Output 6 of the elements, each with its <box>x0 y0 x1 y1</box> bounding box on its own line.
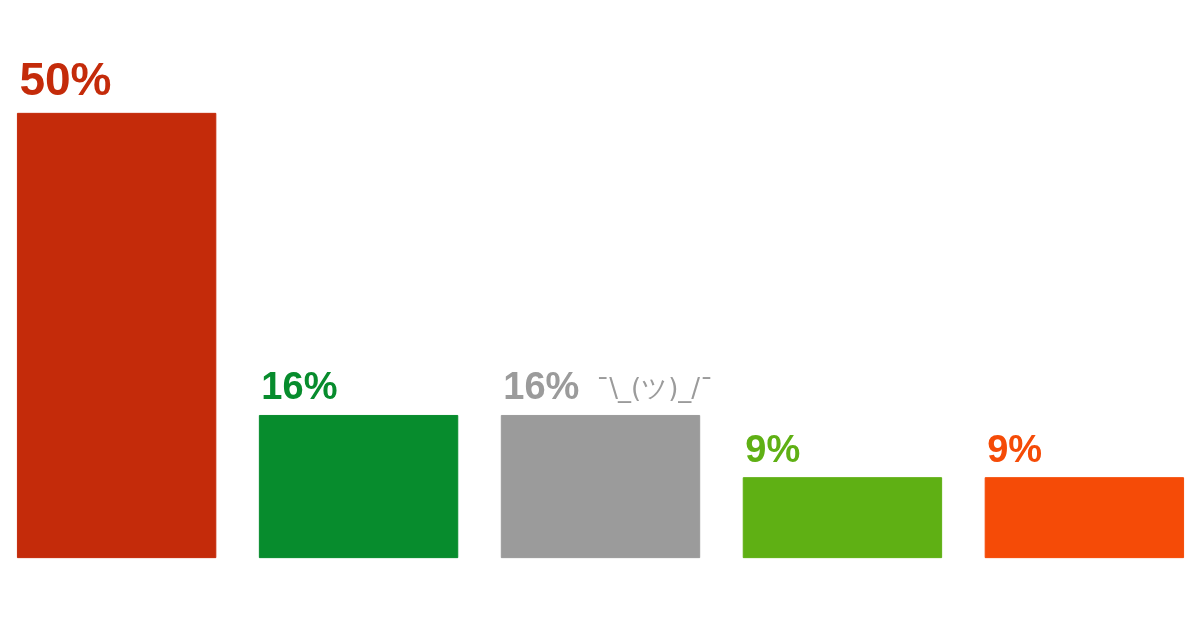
data-label: 16% <box>503 365 580 408</box>
data-label: 9% <box>987 427 1043 470</box>
data-label: 9% <box>745 427 801 470</box>
data-label: 16% <box>261 365 338 408</box>
annotation: ¯\_(ツ)_/¯ <box>596 373 714 404</box>
data-label: 50% <box>19 53 112 106</box>
